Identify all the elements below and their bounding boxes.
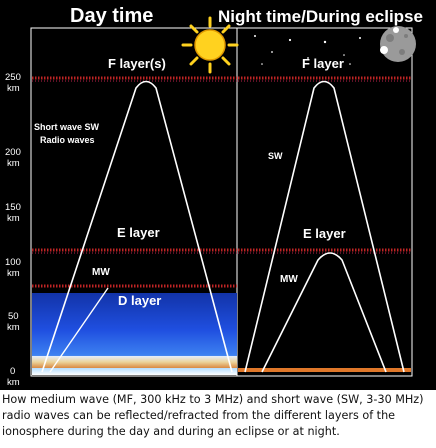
f-layer-label-night: F layer (302, 56, 344, 71)
e-layer-label-night: E layer (303, 226, 346, 241)
sw-wave-path-night (244, 80, 405, 373)
sw-label-night: SW (268, 151, 283, 161)
ground-strip-night (238, 368, 411, 372)
moon-icon (380, 26, 416, 62)
mw-label-day: MW (92, 267, 110, 278)
axis-unit-0: km (7, 377, 20, 388)
day-panel: F layer(s) Short wave SW Radio waves E l… (32, 16, 239, 375)
axis-unit-50: km (7, 322, 20, 333)
mw-wave-path-night (261, 252, 387, 373)
sw-wave-path-day (41, 80, 233, 373)
axis-unit-200: km (7, 158, 20, 169)
e-layer-label-day: E layer (117, 225, 160, 240)
mw-label-night: MW (280, 274, 298, 285)
figure-caption: How medium wave (MF, 300 kHz to 3 MHz) a… (2, 393, 424, 438)
f-layer-label-day: F layer(s) (108, 56, 166, 71)
night-panel: F layer SW E layer MW (238, 26, 416, 373)
altitude-axis: 250 km 200 km 150 km 100 km 50 km 0 km (5, 72, 21, 388)
axis-unit-250: km (7, 83, 20, 94)
axis-tick-250: 250 (5, 72, 21, 83)
d-layer-label: D layer (118, 293, 161, 308)
sw-label-day-line1: Short wave SW (34, 122, 100, 132)
axis-unit-150: km (7, 213, 20, 224)
mw-wave-path-day (49, 287, 109, 373)
axis-tick-50: 50 (8, 311, 19, 322)
axis-tick-0: 0 (10, 366, 15, 377)
stars (254, 35, 361, 65)
day-time-title: Day time (70, 5, 153, 27)
axis-tick-150: 150 (5, 202, 21, 213)
night-panel-frame (236, 27, 413, 377)
sun-icon (181, 16, 239, 74)
sw-label-day-line2: Radio waves (40, 135, 95, 145)
axis-unit-100: km (7, 268, 20, 279)
axis-tick-100: 100 (5, 257, 21, 268)
night-time-title: Night time/During eclipse (218, 7, 423, 26)
axis-tick-200: 200 (5, 147, 21, 158)
ground-glow (32, 356, 237, 368)
